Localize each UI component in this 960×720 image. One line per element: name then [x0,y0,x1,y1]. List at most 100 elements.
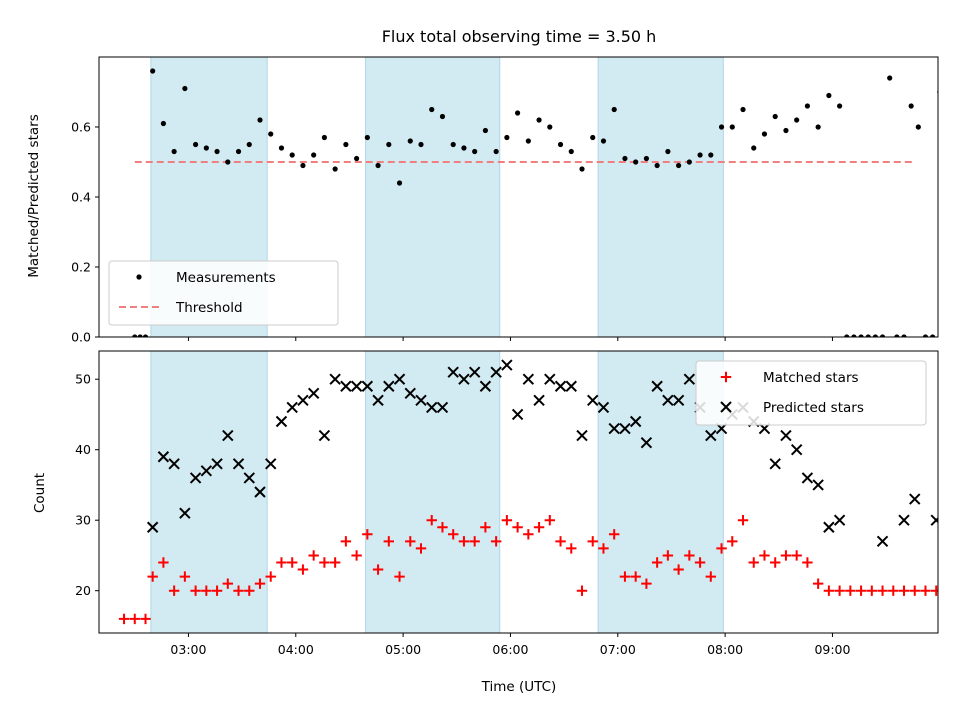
measurement-point [300,162,306,169]
predicted-star-point [554,380,567,392]
matched-star-point [190,585,201,596]
legend-marker [136,274,142,280]
predicted-star-point [683,373,696,385]
measurement-point [343,141,349,148]
predicted-star-point [265,458,277,470]
measurement-point [865,334,871,337]
matched-star-point [748,557,759,568]
predicted-star-point [372,394,384,407]
predicted-star-point [254,486,266,498]
matched-star-point [737,515,749,526]
predicted-star-point [340,380,352,392]
matched-star-point [909,585,920,596]
measurement-point [858,334,864,337]
predicted-star-point [146,521,159,533]
matched-star-point [609,529,620,540]
y-tick-label: 40 [75,442,91,457]
measurement-point [289,152,295,158]
predicted-star-point [576,429,588,442]
measurement-point [643,155,650,162]
measurement-point [396,180,403,186]
data-points [132,68,958,339]
measurement-point [257,117,263,123]
x-axis-label: Time (UTC) [481,679,557,695]
matched-star-point [780,550,792,561]
measurement-point [132,334,138,337]
predicted-star-point [619,422,631,435]
matched-star-point [201,585,212,596]
legend-label: Predicted stars [763,400,864,416]
measurement-point [915,124,921,130]
upper-y-axis-label: Matched/Predicted stars [26,114,42,277]
predicted-star-point [522,373,535,385]
matched-star-point [855,585,867,596]
matched-star-point [651,557,663,568]
measurement-point [547,124,553,130]
predicted-star-point [179,507,191,519]
legend-marker [720,401,732,413]
measurement-point [676,162,682,169]
legend-box [695,360,927,426]
measurement-point [887,75,893,81]
matched-star-point [448,529,459,540]
predicted-star-point [812,479,824,491]
predicted-star-point [232,458,245,470]
matched-star-point [641,578,652,589]
measurement-point [418,141,424,148]
matched-star-point [329,557,341,568]
x-tick-label: 05:00 [385,642,421,657]
predicted-star-point [942,508,952,518]
predicted-star-point [769,458,781,470]
predicted-star-point [490,366,502,378]
measurement-point [515,110,521,116]
matched-star-point [362,529,373,540]
measurement-point [311,152,317,158]
measurement-point [525,138,531,144]
measurement-point [332,166,338,172]
predicted-star-point [393,373,406,385]
matched-star-point [287,557,298,568]
x-tick-label: 09:00 [814,642,850,657]
x-tick-label: 08:00 [707,642,743,657]
measurement-point [901,334,907,337]
measurement-point [354,155,360,162]
predicted-star-point [211,458,223,470]
measurement-point [375,162,381,169]
measurement-point [557,141,564,148]
measurement-point [851,334,857,337]
predicted-star-point [651,380,663,392]
matched-star-point [931,585,938,596]
measurement-point [794,117,800,123]
matched-star-point [920,585,931,596]
measurement-point [953,334,958,339]
measurement-point [761,131,768,137]
predicted-star-point [383,380,395,392]
matched-star-point [469,536,480,547]
matched-star-point [512,522,523,533]
matched-star-point [426,515,437,526]
matched-star-point [254,578,266,589]
matched-star-point [802,557,813,568]
matched-star-point [308,550,319,561]
measurement-point [943,100,948,105]
matched-star-point [415,543,427,554]
measurement-point [718,124,725,130]
measurement-point [504,134,510,141]
measurement-point [697,152,703,158]
predicted-star-point [329,373,341,385]
measurement-point [472,148,478,155]
y-tick-label: 20 [75,583,91,598]
x-tick-label: 06:00 [492,642,528,657]
legend-box [108,260,339,326]
measurement-point [611,106,617,113]
matched-star-point [544,515,556,526]
predicted-star-point [350,380,363,392]
measurement-point [804,103,811,109]
matched-star-point [222,578,234,589]
measurement-point [429,106,435,113]
predicted-star-point [415,394,427,407]
measurement-point [193,141,199,148]
predicted-star-point [608,422,620,435]
predicted-star-point [436,401,449,414]
